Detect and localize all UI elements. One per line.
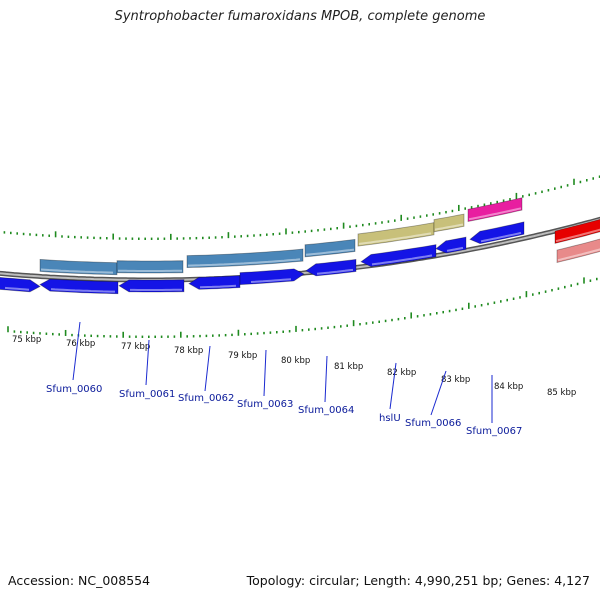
- ruler-label: 82 kbp: [387, 368, 416, 378]
- gene-label-connector: [72, 321, 81, 381]
- gene-label-connector: [145, 339, 150, 386]
- ruler-label: 75 kbp: [12, 335, 41, 345]
- ruler-labels: 75 kbp 76 kbp 77 kbp 78 kbp 79 kbp 80 kbp 81 k…: [12, 335, 576, 398]
- ruler-label: 83 kbp: [441, 375, 470, 385]
- cds-arrow: [360, 244, 437, 268]
- gene-label: Sfum_0063: [237, 399, 293, 410]
- cds-arrow: [188, 275, 241, 290]
- gene-block: [304, 238, 356, 258]
- cds-arrow: [239, 268, 305, 286]
- gene-label: hslU: [379, 413, 401, 424]
- cds-arrow: [39, 278, 119, 295]
- cds-arrow: [469, 221, 525, 245]
- gene-label-connector: [324, 355, 328, 403]
- gene-block: [186, 248, 304, 269]
- gene-block: [357, 222, 435, 247]
- feature-track: [0, 197, 600, 295]
- gene-block: [39, 258, 118, 276]
- ruler-label: 78 kbp: [174, 346, 203, 356]
- ruler-label: 80 kbp: [281, 356, 310, 366]
- map-title: Syntrophobacter fumaroxidans MPOB, compl…: [114, 9, 486, 24]
- gene-label-connector: [389, 362, 397, 410]
- gene-block: [116, 260, 184, 274]
- cds-arrow: [435, 236, 467, 254]
- ruler-label: 77 kbp: [121, 342, 150, 352]
- cds-arrow: [118, 279, 185, 293]
- feature-block: [556, 238, 600, 264]
- ruler-label: 81 kbp: [334, 362, 363, 372]
- gene-label-connector: [263, 349, 267, 397]
- topology-text: Topology: circular; Length: 4,990,251 bp…: [246, 573, 590, 588]
- gene-label: Sfum_0060: [46, 384, 102, 395]
- cds-arrow: [0, 277, 41, 293]
- gene-label: Sfum_0066: [405, 418, 461, 429]
- gene-label: Sfum_0062: [178, 393, 234, 404]
- gene-label-connector: [430, 370, 447, 416]
- ruler-label: 79 kbp: [228, 351, 257, 361]
- feature-block: [554, 218, 600, 244]
- ruler-label: 76 kbp: [66, 339, 95, 349]
- gene-label: Sfum_0061: [119, 389, 175, 400]
- gene-block: [433, 213, 465, 233]
- gene-label: Sfum_0067: [466, 426, 522, 437]
- accession-text: Accession: NC_008554: [8, 573, 151, 588]
- inner-tick-marks: [3, 175, 600, 240]
- ruler-label: 85 kbp: [547, 388, 576, 398]
- outer-tick-marks: [7, 277, 598, 338]
- gene-label: Sfum_0064: [298, 405, 354, 416]
- cds-arrow: [305, 258, 357, 277]
- gene-label-connector: [204, 345, 211, 392]
- gene-block: [467, 197, 523, 222]
- ruler-label: 84 kbp: [494, 382, 523, 392]
